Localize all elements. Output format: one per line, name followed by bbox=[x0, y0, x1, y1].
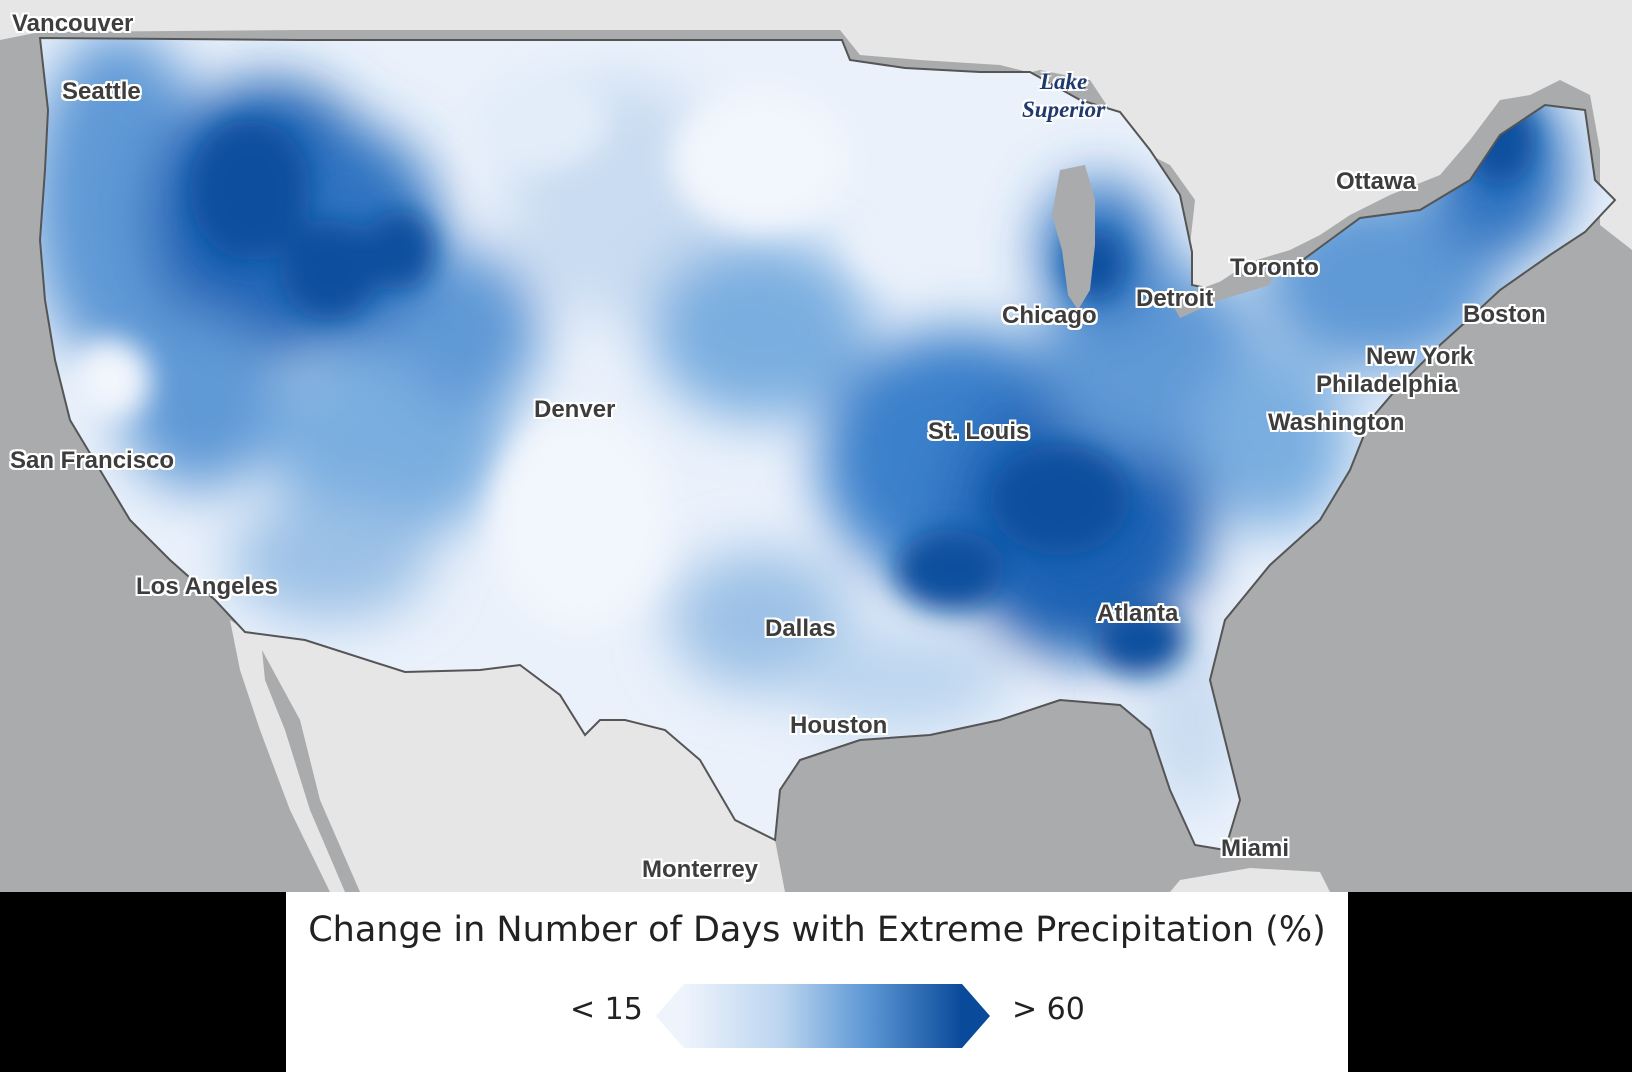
city-label-washington: Washington bbox=[1268, 409, 1405, 436]
city-label-st-louis: St. Louis bbox=[928, 418, 1030, 445]
map-view[interactable]: Vancouver Seattle San Francisco Los Ange… bbox=[0, 0, 1632, 892]
city-label-denver: Denver bbox=[534, 396, 616, 423]
city-label-miami: Miami bbox=[1221, 835, 1290, 862]
legend-color-ramp bbox=[656, 984, 990, 1048]
lake-michigan-water bbox=[1052, 165, 1095, 310]
city-label-san-francisco: San Francisco bbox=[10, 447, 175, 474]
city-label-philadelphia: Philadelphia bbox=[1316, 371, 1458, 398]
water-label-line1: Lake bbox=[1039, 69, 1088, 94]
caribbean-land bbox=[1170, 868, 1330, 892]
legend-panel: Change in Number of Days with Extreme Pr… bbox=[286, 892, 1348, 1072]
legend-title: Change in Number of Days with Extreme Pr… bbox=[308, 910, 1326, 950]
city-label-boston: Boston bbox=[1463, 301, 1546, 328]
city-label-chicago: Chicago bbox=[1002, 302, 1097, 329]
water-label-line2: Superior bbox=[1022, 97, 1106, 122]
city-label-detroit: Detroit bbox=[1136, 285, 1214, 312]
city-label-ottawa: Ottawa bbox=[1336, 168, 1417, 195]
city-label-new-york: New York bbox=[1366, 343, 1474, 370]
canada-land bbox=[0, 0, 1632, 320]
legend-high-arrow bbox=[962, 984, 990, 1048]
legend-max-label: > 60 bbox=[1012, 992, 1085, 1027]
city-label-monterrey: Monterrey bbox=[642, 856, 759, 883]
city-label-dallas: Dallas bbox=[765, 615, 836, 642]
city-label-atlanta: Atlanta bbox=[1097, 600, 1179, 627]
lake-erie-water bbox=[1170, 270, 1275, 318]
city-label-los-angeles: Los Angeles bbox=[136, 573, 278, 600]
city-label-vancouver: Vancouver bbox=[12, 10, 134, 37]
legend-ramp-bar bbox=[684, 984, 962, 1048]
choropleth-us bbox=[40, 38, 1615, 850]
gulf-water bbox=[262, 650, 360, 892]
city-label-houston: Houston bbox=[790, 712, 888, 739]
map-canvas bbox=[0, 0, 1632, 892]
mexico-land bbox=[245, 632, 785, 892]
city-label-seattle: Seattle bbox=[62, 78, 141, 105]
water-label-lake-superior: Lake Superior bbox=[1022, 68, 1105, 124]
legend-low-arrow bbox=[656, 984, 684, 1048]
city-label-toronto: Toronto bbox=[1230, 254, 1319, 281]
legend-min-label: < 15 bbox=[570, 992, 643, 1027]
